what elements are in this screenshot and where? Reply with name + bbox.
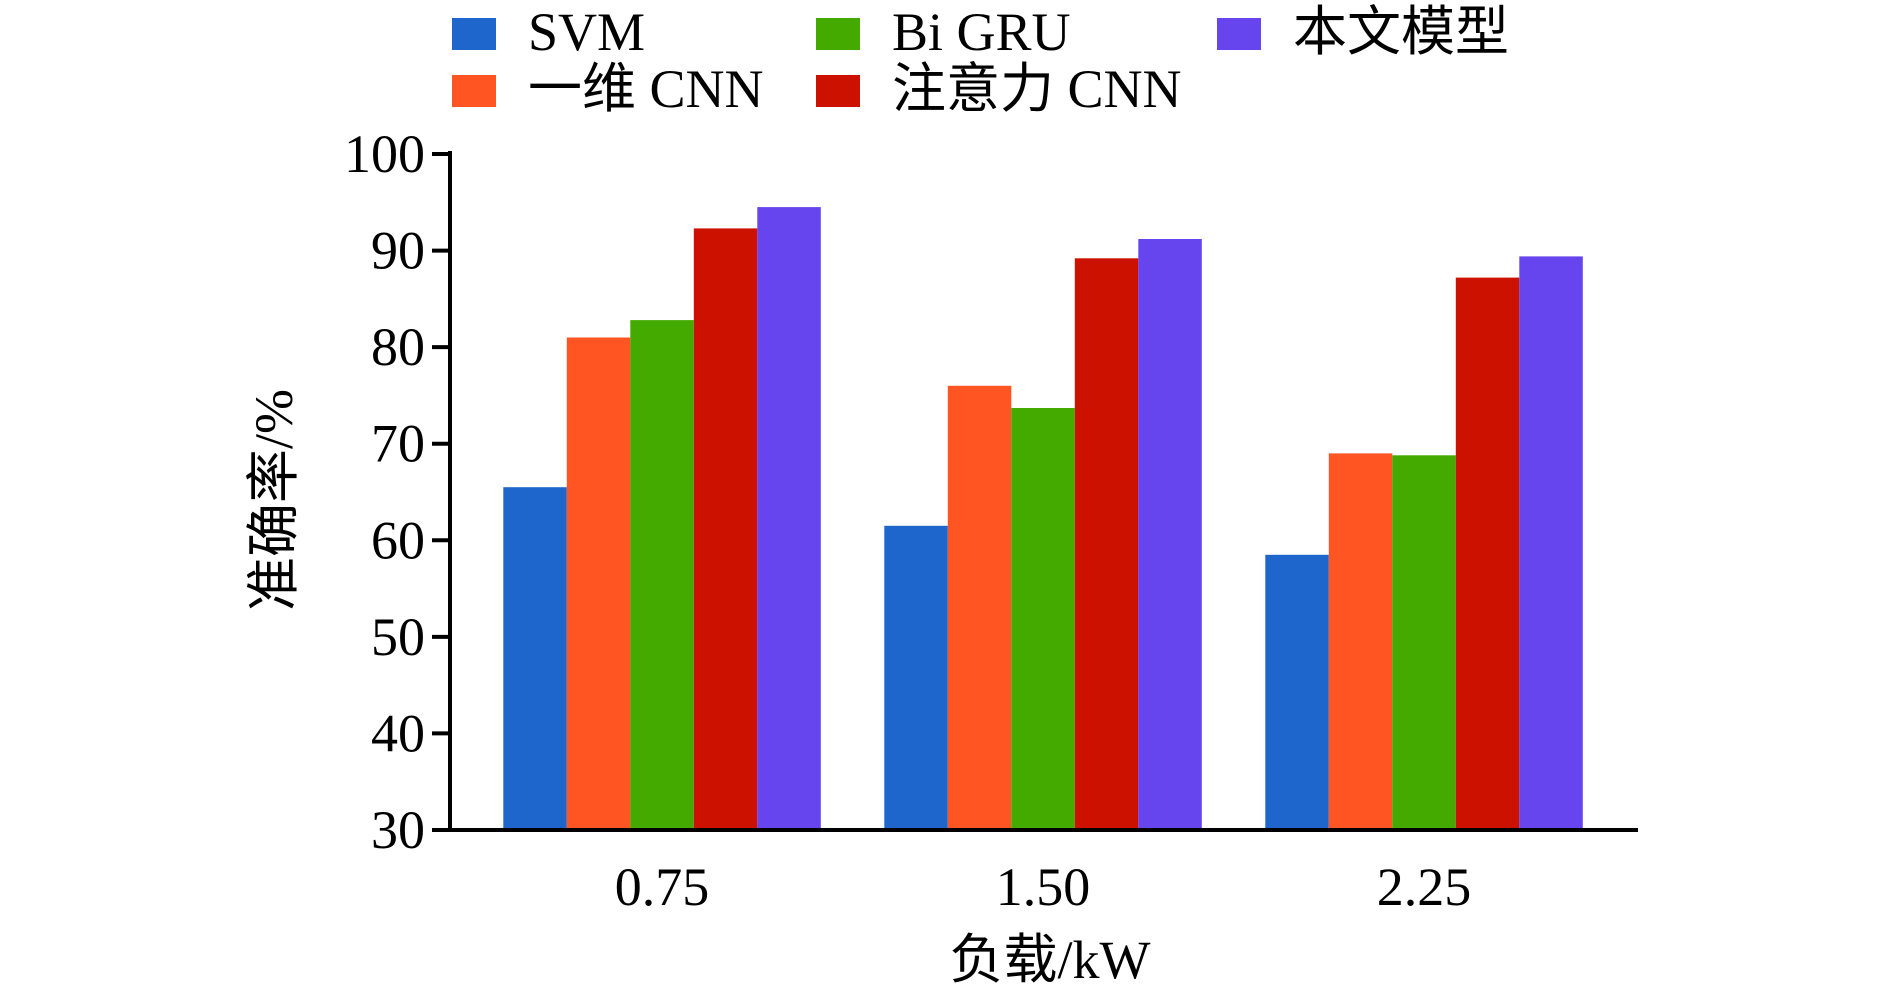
y-tick-label: 90 (371, 221, 425, 281)
x-tick-label: 1.50 (996, 857, 1091, 917)
y-tick-label: 100 (344, 124, 425, 184)
x-tick-label: 2.25 (1377, 857, 1472, 917)
bar-SVM-2.25 (1265, 554, 1329, 830)
bar-SVM-1.50 (884, 525, 948, 830)
y-tick-label: 70 (371, 414, 425, 474)
legend-swatch (816, 75, 860, 107)
legend-swatch (816, 18, 860, 50)
bar-Bi-GRU-2.25 (1392, 455, 1456, 830)
x-tick-label: 0.75 (615, 857, 710, 917)
legend-label: SVM (528, 2, 645, 62)
legend-swatch (1217, 18, 1261, 50)
bar-SVM-0.75 (503, 487, 567, 830)
bar-本文模型-0.75 (757, 207, 821, 831)
legend-label: Bi GRU (892, 2, 1071, 62)
bar-注意力-CNN-2.25 (1455, 277, 1520, 831)
y-tick-label: 80 (371, 317, 425, 377)
bar-本文模型-2.25 (1519, 256, 1583, 830)
bar-本文模型-1.50 (1138, 239, 1202, 830)
y-tick-label: 50 (371, 607, 425, 667)
y-tick-label: 30 (371, 800, 425, 860)
legend-label: 一维 CNN (528, 59, 764, 119)
legend-swatch (452, 75, 496, 107)
bar-注意力-CNN-0.75 (693, 228, 758, 830)
y-axis-title: 准确率/% (244, 389, 304, 611)
bar-一维-CNN-2.25 (1328, 453, 1393, 830)
bar-注意力-CNN-1.50 (1074, 258, 1139, 830)
legend-swatch (452, 18, 496, 50)
bar-一维-CNN-1.50 (947, 385, 1012, 830)
x-axis-title: 负载/kW (950, 930, 1151, 990)
bars-group (503, 207, 1583, 831)
bar-Bi-GRU-0.75 (630, 320, 694, 830)
y-tick-label: 60 (371, 510, 425, 570)
bar-Bi-GRU-1.50 (1011, 408, 1075, 830)
legend-label: 注意力 CNN (892, 59, 1182, 119)
y-tick-label: 40 (371, 703, 425, 763)
bar-一维-CNN-0.75 (566, 337, 631, 830)
legend-label: 本文模型 (1293, 2, 1509, 62)
axes-group: 30 40 50 60 70 80 90 100 0.75 1.50 2.25 (344, 124, 1638, 917)
